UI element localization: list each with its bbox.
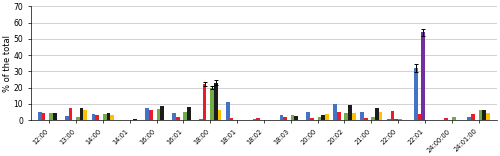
Bar [398,119,402,120]
Bar [325,114,328,120]
Bar [334,104,337,120]
Bar [280,115,283,120]
Bar [38,112,42,120]
Bar [360,112,364,120]
Bar [134,119,137,120]
Bar [290,115,294,120]
Bar [149,110,153,120]
Bar [306,112,310,120]
Bar [53,113,56,120]
Bar [322,115,325,120]
Bar [203,84,206,120]
Bar [218,110,222,120]
Bar [76,117,80,120]
Bar [344,113,348,120]
Bar [156,109,160,120]
Bar [482,110,486,120]
Bar [49,113,53,120]
Bar [160,106,164,120]
Bar [68,108,72,120]
Bar [84,110,87,120]
Bar [387,119,390,120]
Bar [226,102,230,120]
Bar [176,117,180,120]
Bar [256,118,260,120]
Bar [348,105,352,120]
Bar [378,112,382,120]
Bar [106,113,110,120]
Bar [390,111,394,120]
Bar [230,118,234,120]
Bar [92,115,96,120]
Bar [337,112,340,120]
Bar [486,113,490,120]
Bar [184,112,187,120]
Bar [364,118,368,120]
Bar [187,107,191,120]
Bar [310,118,314,120]
Bar [65,116,68,120]
Bar [414,68,418,120]
Bar [146,108,149,120]
Bar [444,118,448,120]
Bar [372,117,375,120]
Bar [96,115,99,120]
Bar [42,113,46,120]
Bar [421,32,425,120]
Bar [318,117,322,120]
Bar [252,119,256,120]
Bar [284,117,287,120]
Bar [214,83,218,120]
Bar [110,115,114,120]
Bar [80,108,84,120]
Bar [418,115,421,120]
Bar [452,117,456,120]
Bar [394,119,398,120]
Bar [210,88,214,120]
Bar [294,116,298,120]
Bar [375,108,378,120]
Bar [478,110,482,120]
Bar [172,113,176,120]
Bar [471,115,475,120]
Bar [103,115,106,120]
Y-axis label: % of the total: % of the total [3,35,12,92]
Bar [199,119,203,120]
Bar [468,117,471,120]
Bar [352,113,356,120]
